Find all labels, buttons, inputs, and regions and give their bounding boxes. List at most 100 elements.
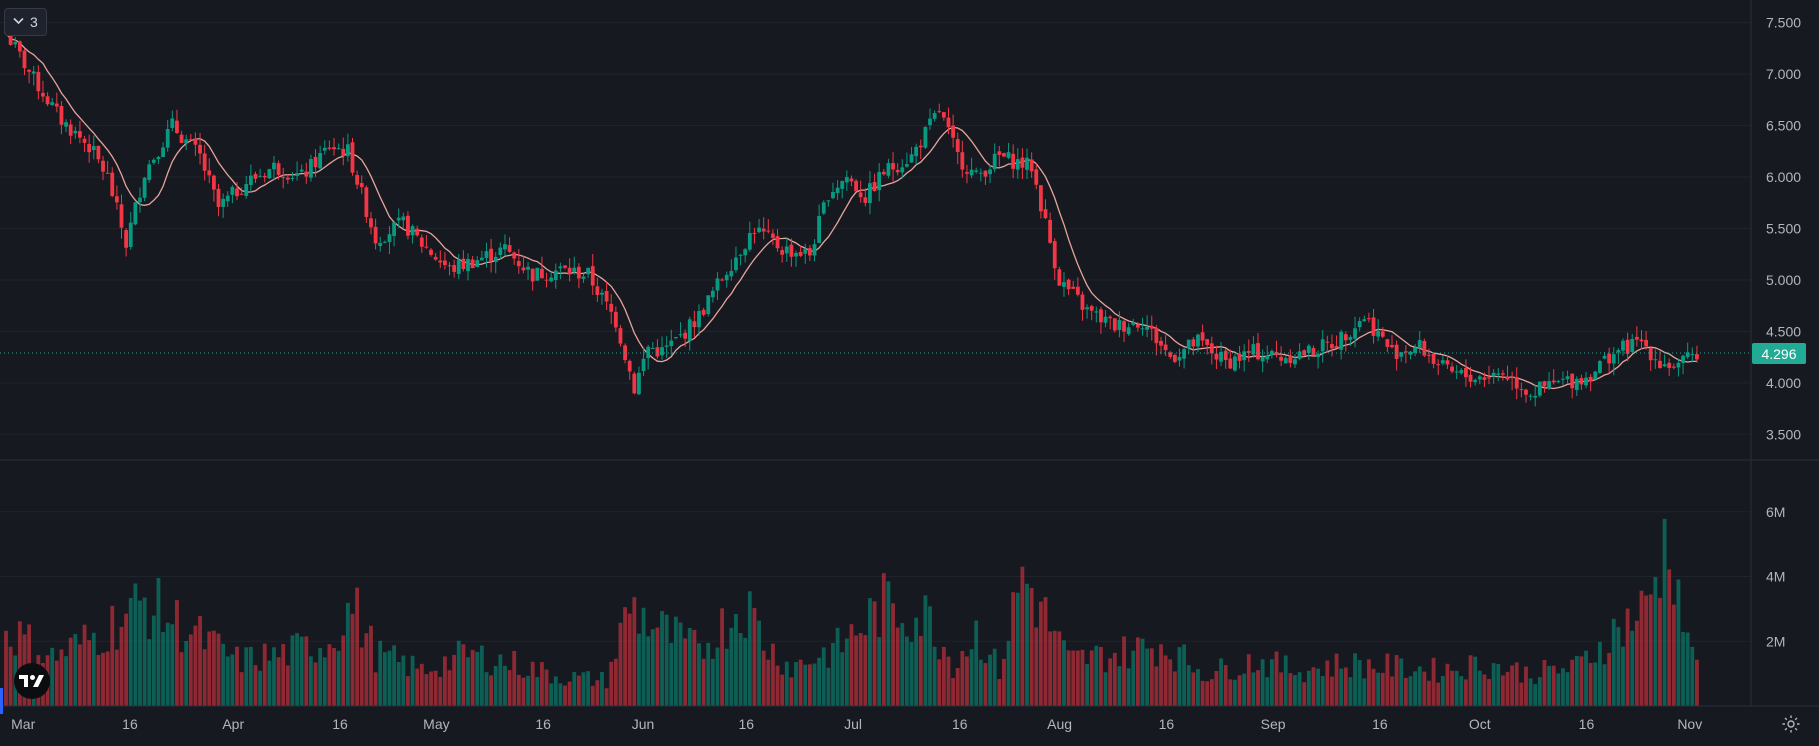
candle <box>1159 336 1163 355</box>
volume-bar <box>941 646 946 706</box>
candle-body <box>1108 316 1113 319</box>
candle <box>207 158 212 184</box>
candle-body <box>1519 389 1524 391</box>
candle <box>1528 393 1533 401</box>
candle <box>1607 347 1612 374</box>
candle-body <box>1390 345 1394 348</box>
candle <box>470 256 475 269</box>
volume-bar <box>124 613 129 706</box>
candle <box>715 272 720 300</box>
candle <box>1634 326 1639 347</box>
candle <box>350 138 355 176</box>
volume-bar <box>1431 657 1436 706</box>
candle <box>558 262 563 280</box>
candle-body <box>235 188 239 197</box>
volume-bar <box>1242 673 1247 706</box>
candle-body <box>1145 326 1150 330</box>
indicator-collapse-button[interactable]: 3 <box>4 8 47 36</box>
gear-icon[interactable] <box>1779 712 1803 736</box>
candle <box>1145 315 1150 338</box>
volume-bar <box>1588 663 1593 706</box>
volume-bar <box>1006 640 1011 706</box>
last-price-badge: 4.296 <box>1752 343 1806 364</box>
volume-bar <box>179 652 184 706</box>
candle-body <box>1256 343 1260 360</box>
candle-body <box>1085 307 1089 310</box>
volume-bar <box>572 672 577 706</box>
tradingview-logo-icon[interactable] <box>14 663 50 699</box>
volume-bar <box>1052 630 1057 706</box>
candle-body <box>1399 352 1404 357</box>
candle <box>193 132 198 156</box>
candle <box>1288 349 1293 368</box>
volume-bar <box>73 633 78 706</box>
candle-body <box>419 237 424 247</box>
volume-bar <box>1454 670 1459 706</box>
candle <box>1367 312 1371 323</box>
candle-body <box>1015 159 1020 170</box>
candle <box>576 263 581 289</box>
candle-body <box>221 198 226 207</box>
volume-bar <box>706 642 711 706</box>
candle <box>45 92 50 107</box>
candle-body <box>784 246 789 254</box>
candle-body <box>1611 354 1616 364</box>
candle-body <box>613 311 618 328</box>
candle-body <box>734 257 738 271</box>
candle <box>997 146 1002 167</box>
volume-bar <box>1487 679 1491 706</box>
volume-bar <box>960 651 965 706</box>
candle <box>165 119 170 152</box>
candle <box>1108 315 1113 330</box>
volume-bar <box>974 620 979 706</box>
candle <box>674 336 678 340</box>
candle <box>623 343 627 364</box>
volume-bar <box>1570 659 1575 706</box>
volume-bar <box>1159 644 1163 706</box>
candle-body <box>1496 373 1501 375</box>
candle-body <box>1330 344 1334 349</box>
volume-bar <box>771 643 775 706</box>
volume-bar <box>489 675 493 706</box>
volume-bar <box>281 644 286 706</box>
candle-body <box>345 144 350 157</box>
candle-body <box>170 118 175 128</box>
candle <box>456 254 461 280</box>
candle <box>1117 311 1122 338</box>
candle-body <box>1117 319 1122 331</box>
candle <box>212 174 216 202</box>
candle <box>1131 318 1136 327</box>
volume-bar <box>1468 655 1473 706</box>
time-tick-label: 16 <box>952 716 968 732</box>
volume-bar <box>1334 653 1339 706</box>
candle-body <box>276 163 281 175</box>
time-tick-label: Aug <box>1047 716 1072 732</box>
volume-bar <box>1043 597 1048 706</box>
volume-bar <box>1625 608 1630 706</box>
volume-bar <box>674 616 678 706</box>
candle-body <box>1334 345 1339 349</box>
volume-bar <box>438 676 443 706</box>
price-tick-label: 6.500 <box>1766 118 1801 134</box>
candle <box>784 237 789 262</box>
volume-bar <box>590 685 595 706</box>
candle-body <box>697 310 701 328</box>
volume-bar <box>258 670 262 706</box>
candle-body <box>1200 332 1205 341</box>
candle-body <box>216 188 221 207</box>
candle-body <box>535 267 540 281</box>
candle <box>295 161 299 181</box>
candle <box>655 339 660 359</box>
volume-bar <box>724 648 729 706</box>
candle-body <box>1080 294 1085 310</box>
candle-body <box>1547 381 1551 389</box>
volume-bar <box>1293 675 1297 706</box>
time-tick-label: Sep <box>1261 716 1286 732</box>
candle-body <box>484 251 489 259</box>
candle-body <box>355 174 360 185</box>
candle-body <box>1598 361 1602 373</box>
volume-bar <box>1154 666 1159 706</box>
candle-body <box>530 268 535 282</box>
candle <box>73 126 78 139</box>
